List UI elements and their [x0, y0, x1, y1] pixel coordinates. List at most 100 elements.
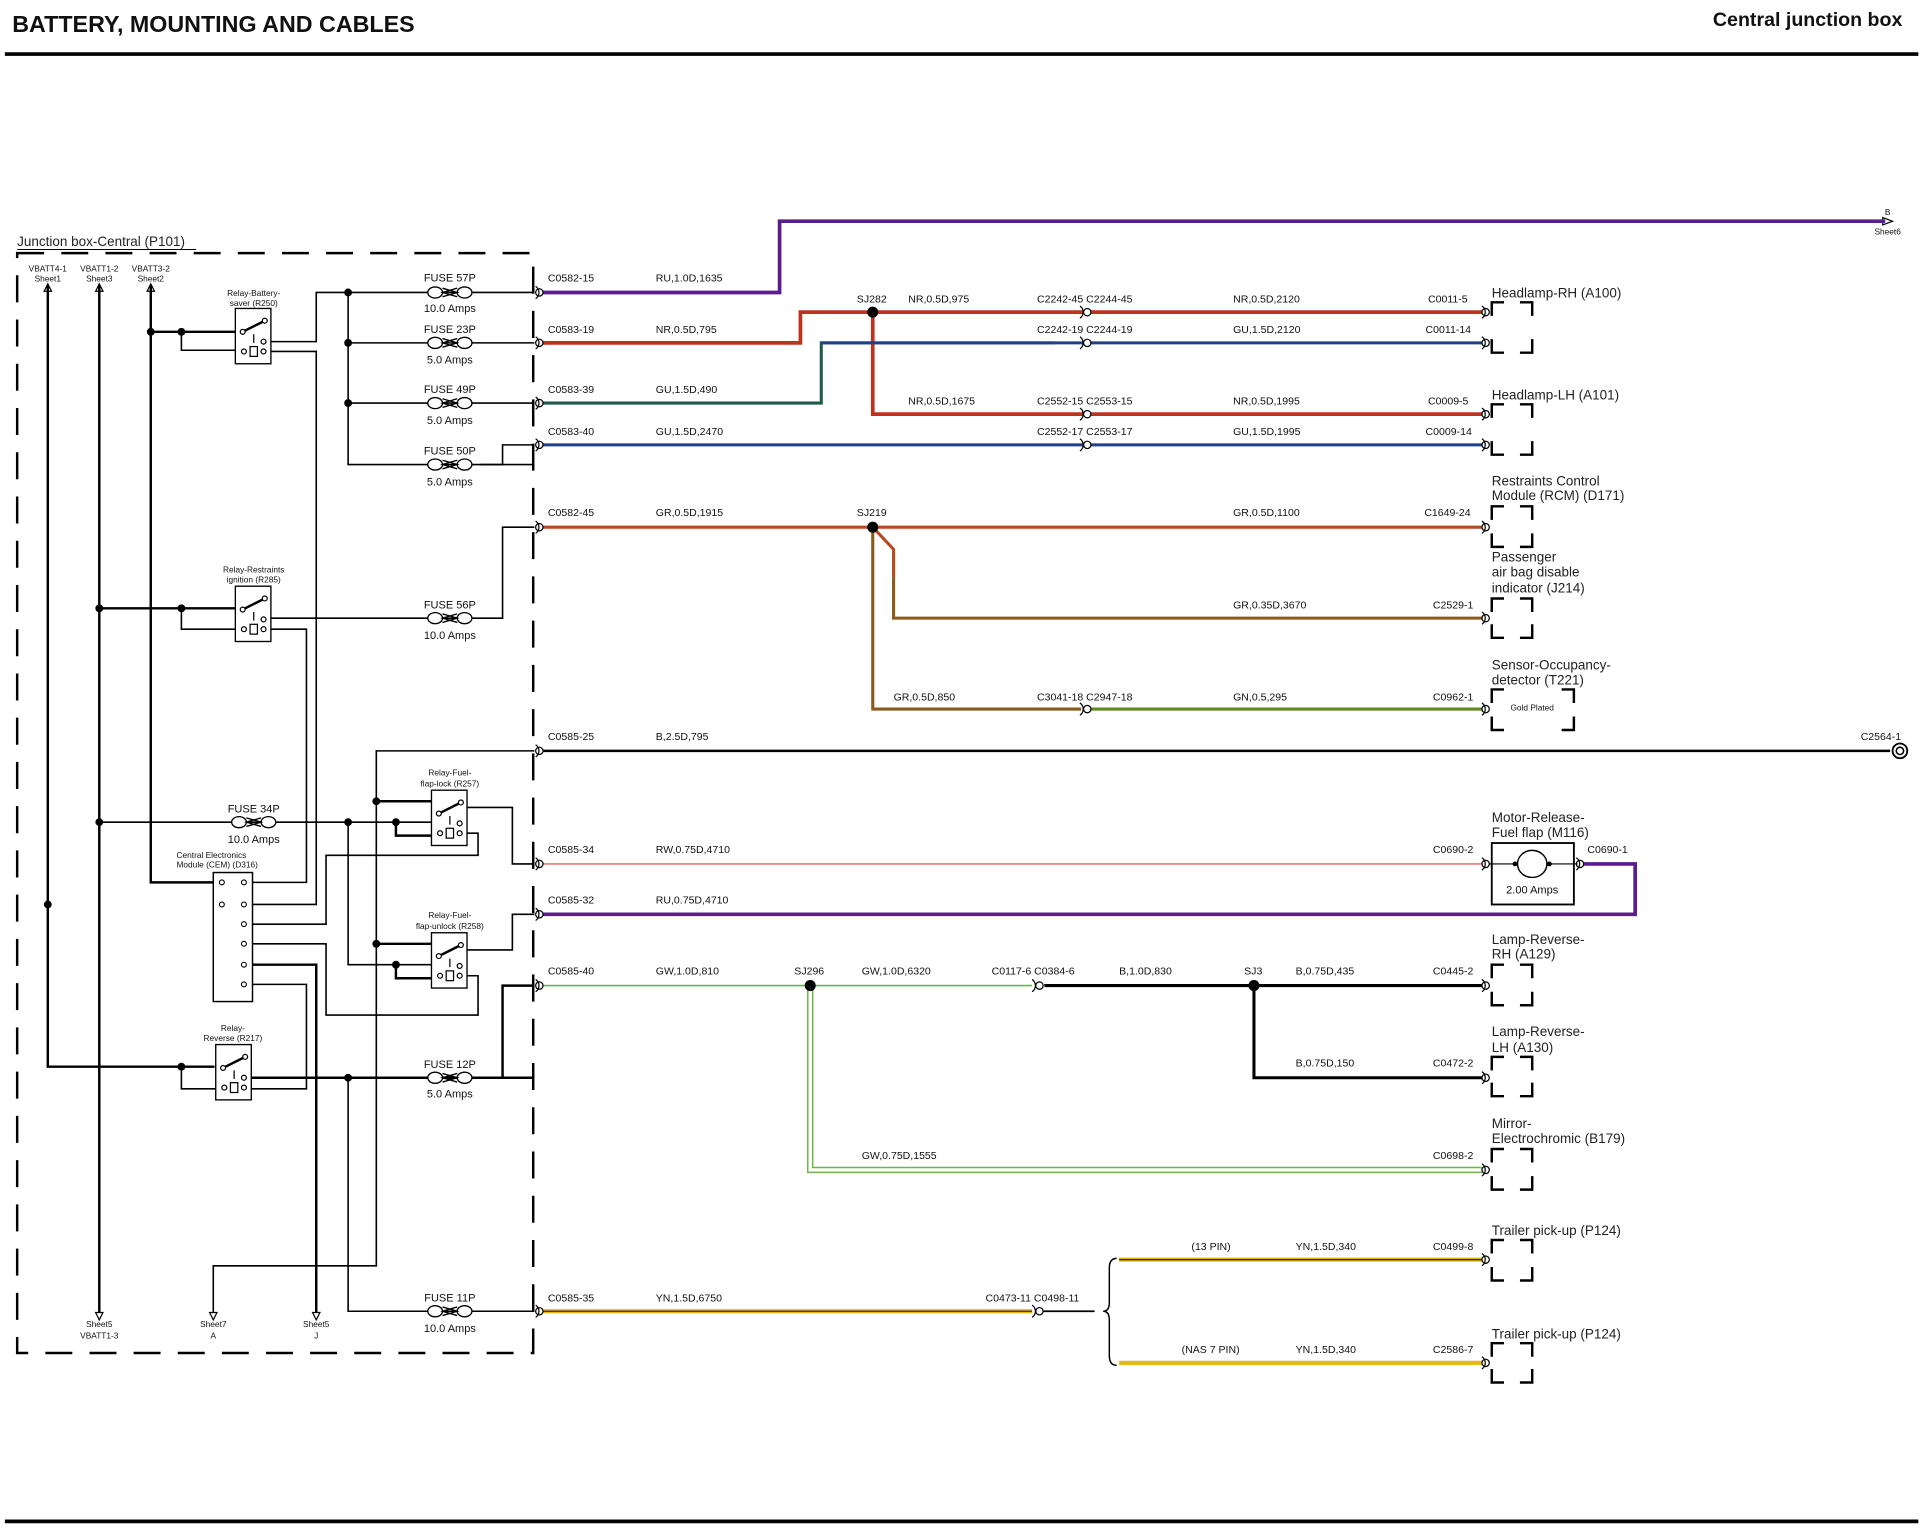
component-lamp-reverse-rh[interactable]: Lamp-Reverse- RH (A129): [1490, 932, 1585, 1007]
svg-text:VBATT1-2: VBATT1-2: [80, 264, 119, 274]
off-sheet-ref-vbatt3-2[interactable]: VBATT3-2 Sheet2: [132, 264, 171, 284]
svg-text:C2242-19 C2244-19: C2242-19 C2244-19: [1037, 324, 1133, 336]
fuse-57p[interactable]: FUSE 57P 10.0 Amps: [424, 272, 477, 315]
svg-text:B,2.5D,795: B,2.5D,795: [656, 731, 709, 743]
wire-gu-c0583-39: [540, 341, 1055, 405]
svg-text:10.0 Amps: 10.0 Amps: [228, 834, 281, 846]
svg-text:Sensor-Occupancy-: Sensor-Occupancy-: [1492, 658, 1611, 673]
svg-text:Sheet2: Sheet2: [138, 273, 165, 283]
svg-text:Fuel flap (M116): Fuel flap (M116): [1492, 825, 1589, 840]
svg-text:10.0 Amps: 10.0 Amps: [424, 1323, 477, 1335]
svg-text:Lamp-Reverse-: Lamp-Reverse-: [1492, 932, 1585, 947]
svg-text:RU,0.75D,4710: RU,0.75D,4710: [656, 894, 729, 906]
svg-text:C0690-2: C0690-2: [1433, 844, 1474, 856]
fuse-56p[interactable]: FUSE 56P 10.0 Amps: [424, 599, 477, 642]
fuse-49p[interactable]: FUSE 49P 5.0 Amps: [424, 384, 476, 427]
svg-text:detector (T221): detector (T221): [1492, 672, 1584, 687]
relay-label: Relay-Fuel-: [428, 910, 471, 920]
component-airbag-indicator[interactable]: Passenger air bag disable indicator (J21…: [1490, 550, 1585, 640]
cem-label: Central Electronics: [177, 850, 247, 860]
svg-text:C0698-2: C0698-2: [1433, 1150, 1474, 1162]
splice-sj282: [867, 306, 879, 318]
svg-text:FUSE 23P: FUSE 23P: [424, 324, 476, 336]
off-sheet-ref-vbatt1-3[interactable]: Sheet5 VBATT1-3: [80, 1319, 119, 1340]
component-headlamp-lh[interactable]: Headlamp-LH (A101): [1490, 387, 1619, 456]
svg-text:Sheet1: Sheet1: [35, 273, 62, 283]
fuse-12p[interactable]: FUSE 12P 5.0 Amps: [424, 1059, 476, 1101]
svg-text:C0011-5: C0011-5: [1428, 293, 1468, 305]
wire-gw-sj296-mirror: [807, 985, 1482, 1174]
svg-text:Sheet3: Sheet3: [86, 273, 113, 283]
off-sheet-ref-sheet6-b[interactable]: B Sheet6: [1874, 207, 1901, 237]
off-sheet-ref-sheet5-j[interactable]: Sheet5 J: [303, 1319, 330, 1340]
svg-text:C0585-40: C0585-40: [548, 966, 594, 978]
svg-text:Restraints Control: Restraints Control: [1492, 473, 1600, 488]
svg-text:Passenger: Passenger: [1492, 550, 1557, 565]
relay-label: saver (R250): [230, 298, 278, 308]
relay-fuel-flap-lock[interactable]: [430, 788, 469, 847]
svg-text:C2564-1: C2564-1: [1861, 731, 1902, 743]
relay-reverse[interactable]: [214, 1043, 253, 1102]
wire-b-reverse-lamps: [1044, 984, 1482, 1080]
fuse-23p[interactable]: FUSE 23P 5.0 Amps: [424, 324, 476, 367]
svg-text:C2552-17 C2553-17: C2552-17 C2553-17: [1037, 426, 1133, 438]
svg-text:Gold Plated: Gold Plated: [1510, 702, 1554, 712]
svg-text:(NAS 7 PIN): (NAS 7 PIN): [1182, 1344, 1240, 1356]
cem-module[interactable]: [212, 871, 254, 1003]
svg-text:C0499-8: C0499-8: [1433, 1241, 1474, 1253]
wire-ru-c0582-15: [540, 219, 1886, 295]
svg-text:C3041-18 C2947-18: C3041-18 C2947-18: [1037, 691, 1133, 703]
svg-text:J: J: [314, 1330, 318, 1340]
component-lamp-reverse-lh[interactable]: Lamp-Reverse- LH (A130): [1490, 1024, 1585, 1098]
svg-text:B: B: [1885, 207, 1891, 217]
svg-text:GR,0.35D,3670: GR,0.35D,3670: [1233, 599, 1306, 611]
splice-sj219: [867, 521, 879, 533]
svg-text:C0473-11 C0498-11: C0473-11 C0498-11: [986, 1292, 1080, 1304]
svg-text:SJ3: SJ3: [1244, 966, 1262, 978]
component-occupancy-sensor[interactable]: Sensor-Occupancy- detector (T221) Gold P…: [1490, 658, 1611, 732]
svg-text:GU,1.5D,490: GU,1.5D,490: [656, 384, 718, 396]
wire-gr-sj219-occupancy: [871, 527, 1082, 711]
svg-text:C0583-39: C0583-39: [548, 384, 594, 396]
component-fuel-flap-motor[interactable]: Motor-Release- Fuel flap (M116) 2.00 Amp…: [1489, 810, 1589, 906]
off-sheet-ref-sheet7-a[interactable]: Sheet7 A: [200, 1319, 227, 1340]
component-trailer-pickup-7pin[interactable]: Trailer pick-up (P124): [1490, 1326, 1621, 1384]
relay-label: Relay-Restraints: [223, 565, 284, 575]
svg-text:YN,1.5D,6750: YN,1.5D,6750: [656, 1292, 722, 1304]
svg-text:C0583-19: C0583-19: [548, 324, 594, 336]
svg-text:GU,1.5D,2120: GU,1.5D,2120: [1233, 324, 1300, 336]
splice-sj3: [1248, 980, 1260, 992]
relay-restraints-ignition[interactable]: [234, 584, 273, 643]
svg-text:VBATT3-2: VBATT3-2: [132, 264, 171, 274]
cem-label: Module (CEM) (D316): [177, 860, 259, 870]
fuse-34p[interactable]: FUSE 34P 10.0 Amps: [228, 803, 281, 846]
page-title: BATTERY, MOUNTING AND CABLES: [12, 11, 414, 37]
svg-text:Sheet7: Sheet7: [200, 1319, 227, 1329]
svg-text:RW,0.75D,4710: RW,0.75D,4710: [656, 844, 730, 856]
off-sheet-ref-vbatt1-2[interactable]: VBATT1-2 Sheet3: [80, 264, 119, 284]
component-rcm[interactable]: Restraints Control Module (RCM) (D171): [1490, 473, 1625, 549]
relay-battery-saver[interactable]: [234, 307, 273, 365]
relay-label: Reverse (R217): [204, 1033, 263, 1043]
relay-label: Relay-Battery-: [227, 288, 280, 298]
svg-text:FUSE 50P: FUSE 50P: [424, 446, 476, 458]
svg-text:indicator (J214): indicator (J214): [1492, 580, 1585, 595]
svg-text:Motor-Release-: Motor-Release-: [1492, 810, 1585, 825]
svg-text:C0117-6 C0384-6: C0117-6 C0384-6: [992, 966, 1075, 978]
component-mirror-electrochromic[interactable]: Mirror- Electrochromic (B179): [1490, 1116, 1625, 1191]
svg-text:RH (A129): RH (A129): [1492, 947, 1556, 962]
svg-text:C0445-2: C0445-2: [1433, 966, 1474, 978]
ground-connector-c2564-1[interactable]: [1891, 742, 1909, 760]
component-headlamp-rh[interactable]: Headlamp-RH (A100): [1490, 285, 1622, 354]
relay-fuel-flap-unlock[interactable]: [430, 931, 469, 990]
svg-text:VBATT1-3: VBATT1-3: [80, 1330, 119, 1340]
svg-text:NR,0.5D,1675: NR,0.5D,1675: [908, 395, 975, 407]
svg-text:Module (RCM) (D171): Module (RCM) (D171): [1492, 488, 1625, 503]
svg-text:Headlamp-LH (A101): Headlamp-LH (A101): [1492, 387, 1619, 402]
fuse-11p[interactable]: FUSE 11P 10.0 Amps: [424, 1292, 477, 1335]
wire-ru-c0585-32: [540, 862, 1638, 917]
component-trailer-pickup-13pin[interactable]: Trailer pick-up (P124): [1490, 1223, 1621, 1282]
fuse-50p[interactable]: FUSE 50P 5.0 Amps: [424, 446, 476, 489]
svg-text:Sheet6: Sheet6: [1874, 227, 1901, 237]
off-sheet-ref-vbatt4-1[interactable]: VBATT4-1 Sheet1: [29, 264, 68, 284]
